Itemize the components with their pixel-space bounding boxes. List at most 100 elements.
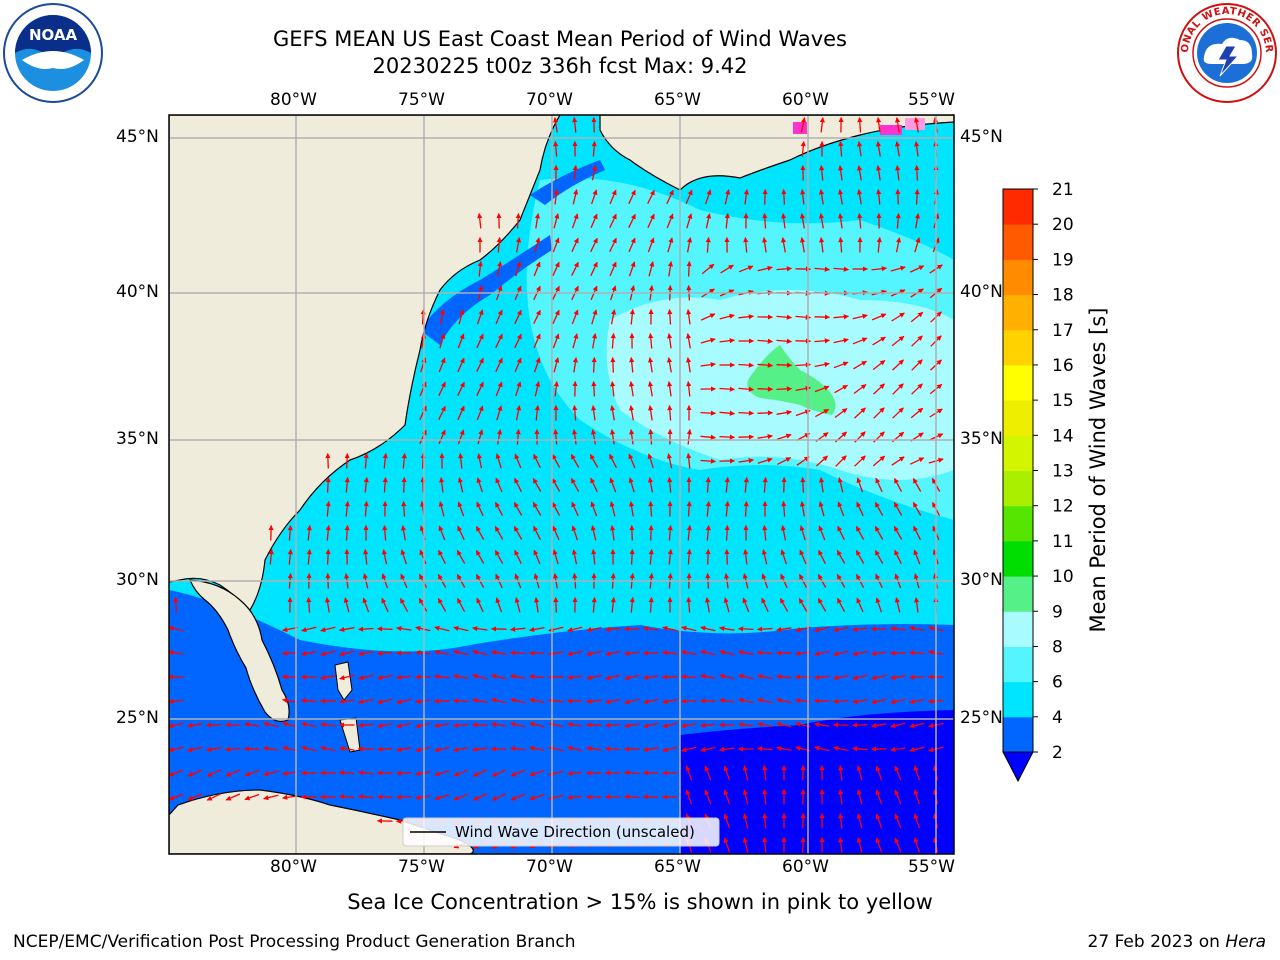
wind-arrow [800, 189, 806, 205]
wind-arrow [680, 698, 697, 704]
wind-arrow [856, 477, 864, 493]
wind-arrow [666, 189, 674, 205]
wind-arrow [781, 188, 787, 205]
wind-arrow [911, 383, 923, 395]
wind-arrow [705, 572, 711, 589]
wind-arrow [439, 333, 446, 349]
wind-arrow [476, 309, 484, 325]
wind-arrow [548, 721, 564, 728]
land-canada [599, 115, 954, 191]
wind-arrow [476, 333, 484, 349]
wind-arrow [439, 477, 445, 493]
wind-arrow [358, 674, 374, 681]
wind-arrow [514, 597, 521, 613]
wind-arrow [438, 429, 446, 445]
wind-arrow [889, 626, 906, 632]
wind-arrow [873, 431, 885, 443]
wind-arrow [572, 404, 578, 421]
wind-arrow [224, 746, 241, 752]
legend-label: Wind Wave Direction (unscaled) [455, 823, 695, 841]
wind-arrow [647, 189, 655, 204]
wind-arrow [415, 722, 431, 729]
wind-arrow [590, 189, 598, 205]
wind-arrow [610, 309, 617, 325]
field-8-9s [606, 290, 954, 480]
wind-arrow [929, 408, 943, 418]
wind-arrow [475, 573, 485, 588]
title-line-2: 20230225 t00z 336h fcst Max: 9.42 [372, 54, 748, 78]
wind-arrow [757, 410, 774, 416]
wind-arrow [609, 261, 617, 277]
wind-arrow [910, 432, 924, 442]
wind-arrow [685, 333, 692, 349]
wind-arrow [476, 381, 484, 397]
wind-arrow [532, 502, 542, 516]
wind-arrow [932, 525, 940, 541]
wind-arrow [585, 698, 602, 704]
wind-arrow [509, 650, 526, 656]
wind-arrow [893, 477, 903, 492]
wind-arrow [704, 837, 712, 853]
wind-arrow [551, 501, 561, 516]
wind-arrow [757, 362, 774, 368]
wind-arrow [418, 573, 428, 589]
wind-arrow [800, 812, 806, 829]
wind-arrow [628, 189, 636, 205]
wind-arrow [604, 842, 621, 848]
sea-ice-patch-1 [793, 122, 807, 134]
wind-arrow [700, 673, 716, 680]
wind-arrow [552, 525, 560, 541]
wind-arrow [357, 746, 374, 752]
wind-arrow [628, 477, 635, 493]
wind-arrow [282, 697, 298, 704]
wind-arrow [757, 338, 774, 344]
wind-arrow [623, 842, 640, 848]
wind-arrow [629, 285, 636, 301]
wind-arrow [648, 548, 654, 565]
wind-arrow [757, 290, 774, 296]
wind-arrow [743, 476, 749, 493]
wind-arrow [891, 312, 905, 322]
wind-arrow [533, 309, 541, 324]
wind-arrow [477, 285, 484, 301]
wind-arrow [553, 140, 559, 157]
wind-arrow [720, 264, 734, 274]
wind-arrow [762, 237, 768, 253]
wind-arrow [738, 265, 754, 273]
wind-arrow [605, 650, 621, 657]
wind-arrow [776, 266, 793, 272]
wind-arrow [776, 362, 793, 368]
wind-arrow [686, 380, 692, 397]
wind-arrow [856, 837, 863, 853]
wind-arrow [287, 524, 293, 541]
wind-arrow [453, 649, 469, 656]
wind-arrow [609, 213, 617, 229]
wind-arrow-field [169, 116, 944, 853]
wind-arrow [892, 359, 904, 371]
wind-arrow [890, 265, 906, 272]
wind-arrow [457, 477, 464, 493]
wind-arrow [376, 626, 393, 632]
wind-arrow [169, 722, 184, 729]
wind-arrow [642, 818, 659, 824]
wind-arrow [319, 770, 336, 776]
wind-arrow [529, 841, 545, 849]
wind-arrow [795, 290, 812, 296]
wind-arrow [457, 525, 465, 541]
wind-arrow [477, 429, 484, 445]
wind-arrow [704, 813, 712, 829]
wind-arrow [762, 788, 768, 805]
wind-arrow [205, 722, 222, 728]
wind-arrow [857, 116, 863, 133]
wind-arrow [933, 189, 939, 205]
wind-arrow [874, 526, 884, 540]
wind-arrow [648, 524, 654, 541]
wind-arrow [686, 452, 692, 469]
wind-arrow [381, 597, 389, 613]
wind-arrow [871, 313, 887, 321]
wind-arrow [533, 525, 541, 540]
wind-arrow [743, 189, 749, 205]
colorbar-cell [1003, 435, 1033, 471]
wind-arrow [605, 698, 621, 705]
wind-arrow [818, 525, 826, 541]
